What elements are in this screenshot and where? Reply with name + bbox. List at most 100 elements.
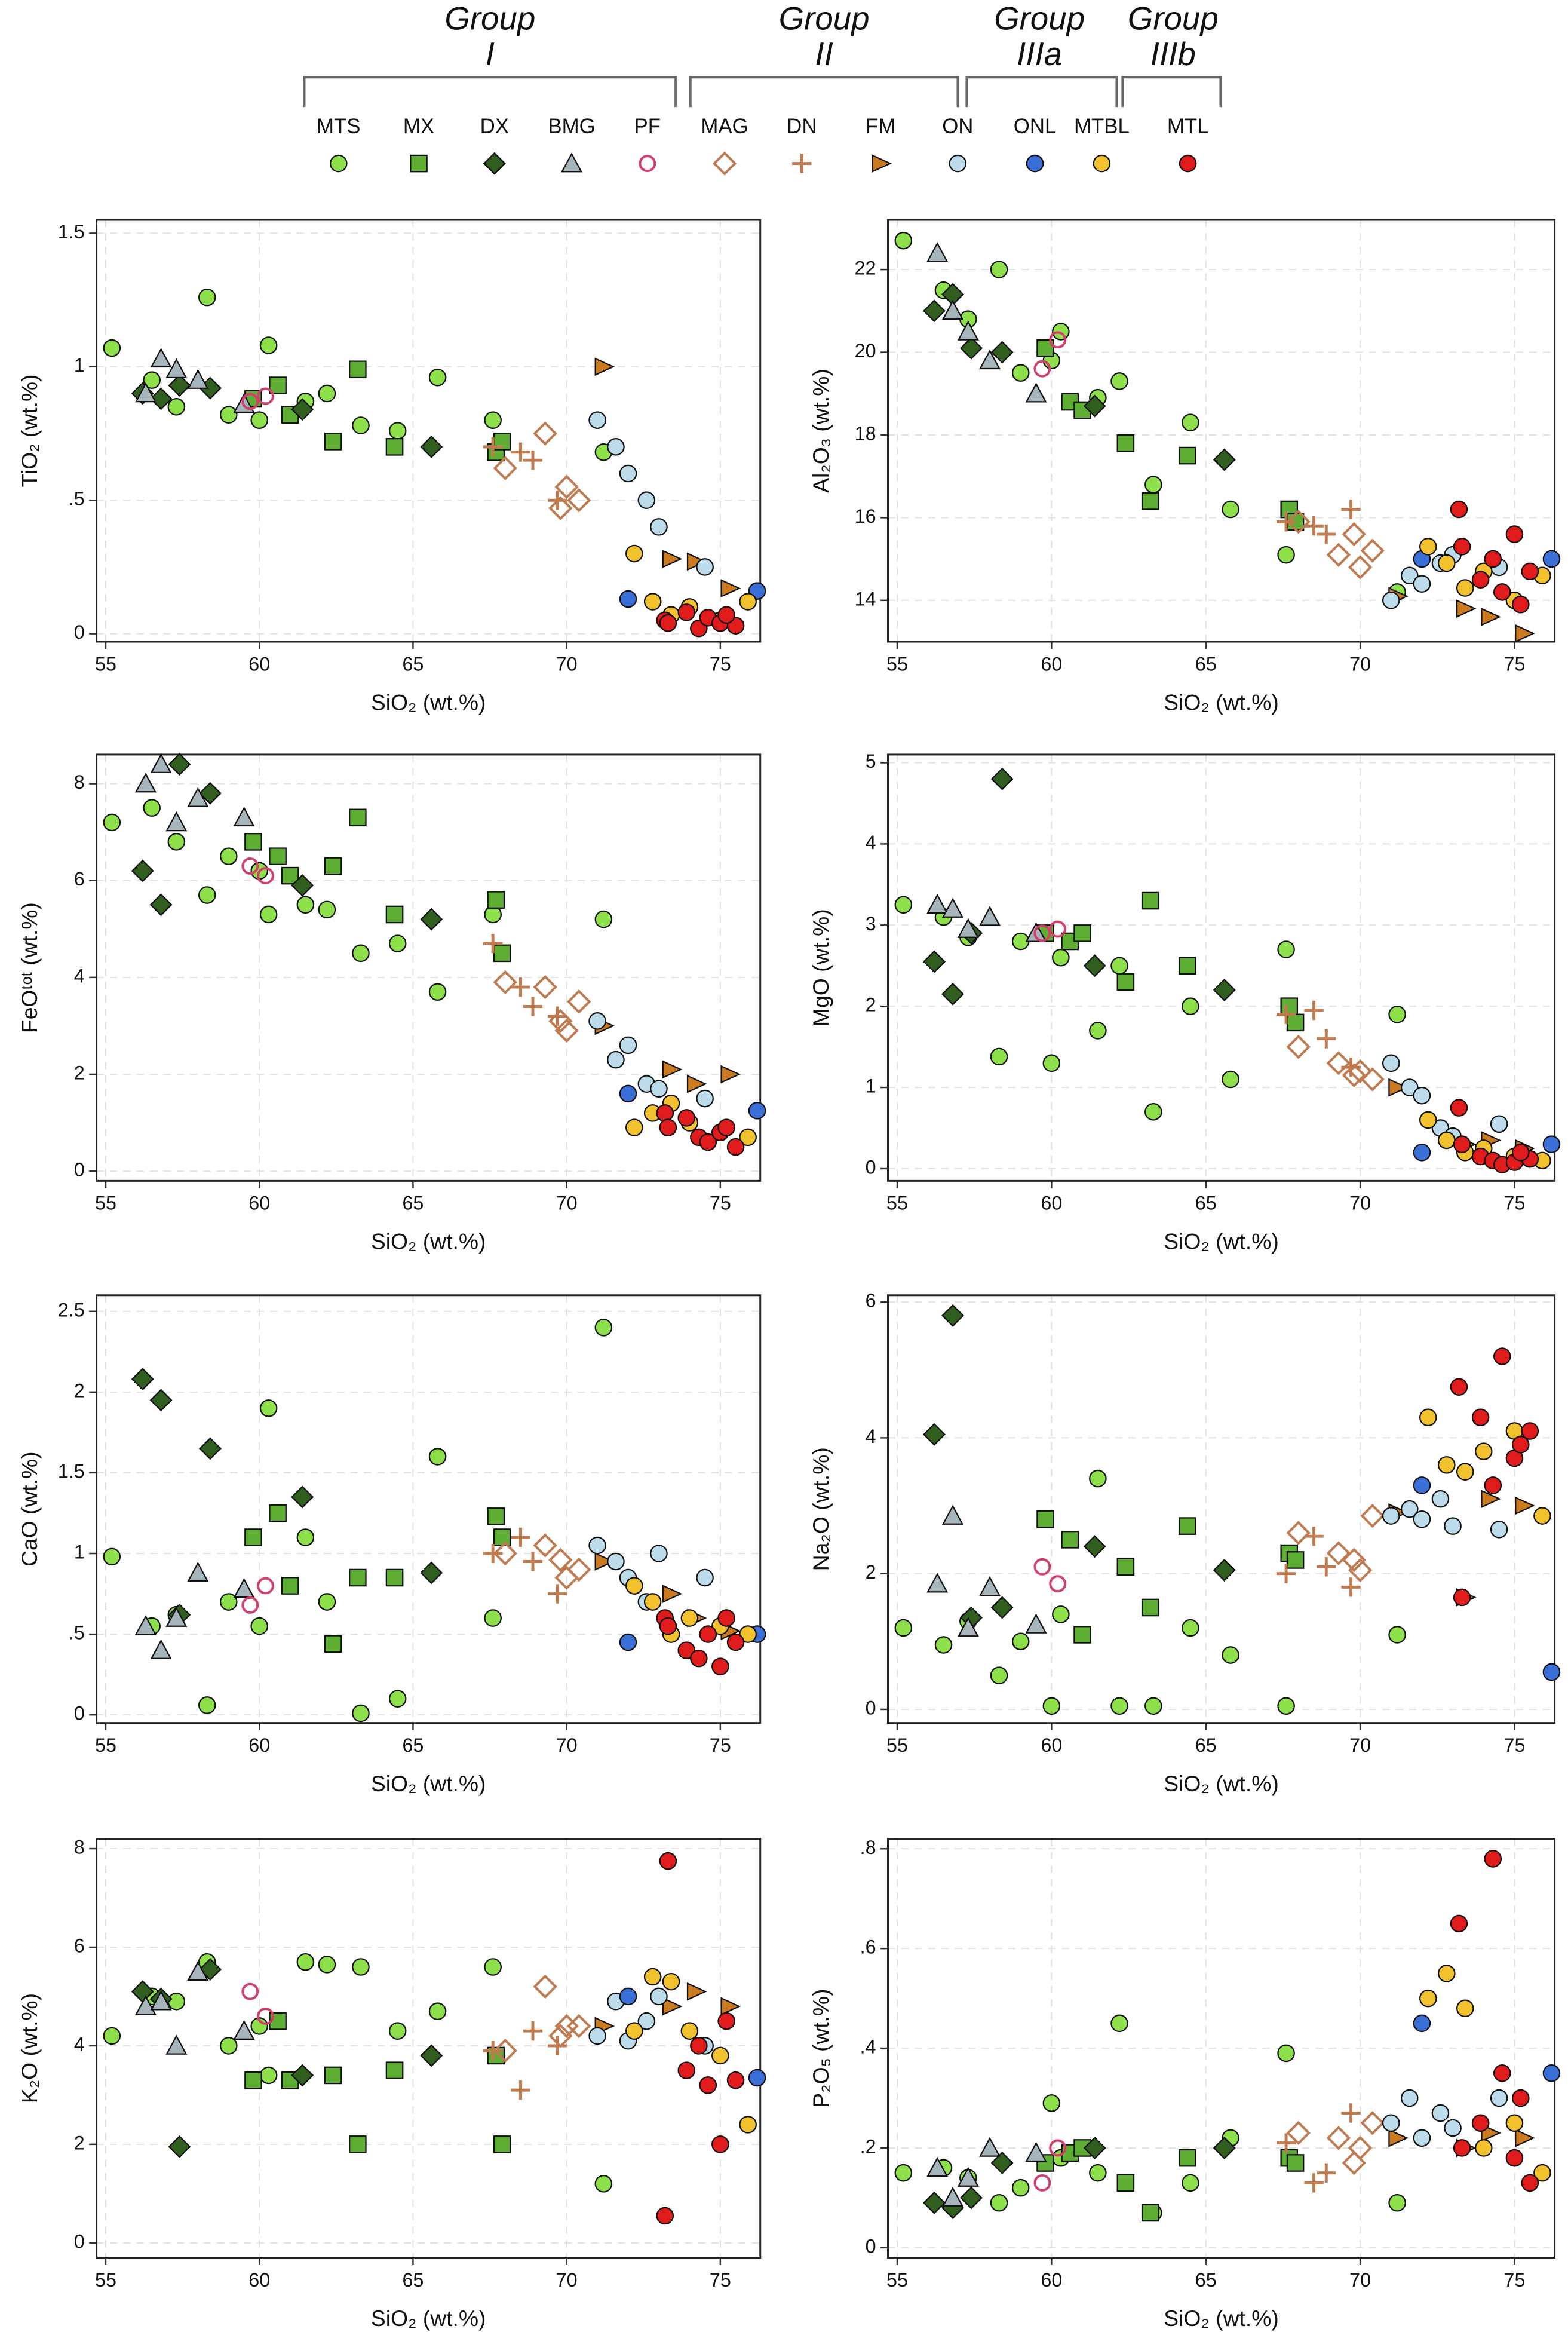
y-tick-label: 5 [866, 750, 876, 772]
data-point [1182, 997, 1199, 1015]
legend-label: MTL [1167, 115, 1209, 138]
y-tick-label: 20 [855, 340, 876, 361]
data-point [385, 905, 404, 924]
data-point [1011, 364, 1030, 382]
data-point [349, 2135, 367, 2153]
data-point [1144, 1697, 1162, 1715]
y-tick-label: 0 [866, 1697, 876, 1718]
data-point [1342, 1063, 1366, 1087]
y-tick-label: 2 [74, 2132, 85, 2153]
x-tick-label: 55 [95, 1735, 116, 1756]
data-point [493, 1541, 517, 1566]
x-axis-label: SiO₂ (wt.%) [371, 2306, 486, 2331]
data-point [352, 416, 370, 434]
data-point [493, 1528, 511, 1546]
data-point [923, 2191, 946, 2214]
y-axis-label: K₂O (wt.%) [17, 1993, 42, 2103]
group-bracket [689, 76, 959, 108]
y-axis-label: TiO₂ (wt.%) [17, 375, 42, 488]
data-point [957, 1617, 979, 1637]
data-point [726, 1138, 745, 1156]
data-point [1277, 1697, 1295, 1715]
x-tick-label: 65 [1195, 1735, 1217, 1756]
data-point [625, 544, 643, 563]
data-point [926, 2156, 949, 2177]
x-tick-label: 60 [248, 1735, 270, 1756]
data-point [1413, 1510, 1431, 1528]
legend-marker [639, 155, 656, 173]
data-point [1049, 331, 1067, 349]
data-point [1222, 1646, 1239, 1664]
data-point [167, 1992, 186, 2011]
data-point [103, 1547, 121, 1566]
data-point [643, 593, 662, 611]
y-axis-label: Al₂O₃ (wt.%) [808, 369, 833, 493]
data-point [269, 1504, 287, 1522]
x-tick-label: 65 [1195, 653, 1217, 675]
data-point [1474, 1442, 1493, 1460]
y-tick-label: 4 [74, 965, 85, 986]
data-point [219, 847, 238, 865]
y-tick-label: 0 [866, 1157, 876, 1178]
data-point [324, 2066, 342, 2085]
data-point [1342, 522, 1366, 547]
data-point [662, 1997, 683, 2016]
y-tick-label: 3 [866, 913, 876, 934]
y-tick-label: 2.5 [58, 1299, 85, 1320]
data-point [650, 1080, 668, 1098]
data-point [1521, 562, 1539, 581]
y-tick-label: 14 [855, 588, 876, 609]
data-point [1304, 2173, 1324, 2193]
data-point [686, 1982, 707, 2001]
x-axis-label: SiO₂ (wt.%) [1164, 1229, 1279, 1254]
data-point [318, 1593, 336, 1611]
data-point [511, 2080, 530, 2100]
data-point [487, 891, 505, 909]
data-point [143, 371, 161, 389]
data-point [554, 474, 579, 500]
data-point [1042, 1054, 1061, 1072]
data-point [241, 1596, 259, 1614]
data-point [420, 435, 443, 458]
data-point [1456, 599, 1477, 618]
data-point [643, 1593, 662, 1611]
data-point [1471, 1408, 1490, 1427]
y-tick-label: .8 [860, 1837, 876, 1858]
data-point [941, 1304, 965, 1327]
y-tick-label: 2 [74, 1062, 85, 1084]
data-point [1481, 1490, 1501, 1509]
data-point [165, 2034, 188, 2055]
data-point [1049, 1575, 1067, 1593]
data-point [1276, 512, 1296, 532]
data-point [594, 1319, 613, 1337]
data-point [291, 2064, 314, 2087]
data-point [198, 1958, 222, 1981]
data-point [594, 2175, 613, 2193]
y-axis-label: CaO (wt.%) [17, 1451, 42, 1567]
plot-frame [96, 219, 762, 643]
data-point [1413, 1144, 1431, 1162]
x-axis-label: SiO₂ (wt.%) [1164, 690, 1279, 715]
data-point [244, 1528, 262, 1546]
x-tick-label: 55 [886, 2269, 908, 2291]
data-point [594, 910, 613, 928]
x-tick-label: 75 [1503, 1193, 1525, 1214]
y-tick-label: 18 [855, 422, 876, 444]
y-tick-label: 1.5 [58, 1460, 85, 1482]
group-label: I [486, 35, 495, 72]
data-point [484, 411, 502, 429]
data-point [511, 1527, 530, 1547]
x-axis-label: SiO₂ (wt.%) [371, 1229, 486, 1254]
y-tick-label: 16 [855, 505, 876, 527]
data-point [1083, 954, 1106, 977]
legend-marker [1179, 154, 1197, 173]
data-point [1286, 510, 1311, 534]
data-point [1342, 2150, 1366, 2175]
data-point [548, 1547, 573, 1573]
legend-marker [410, 154, 428, 173]
data-point [219, 406, 238, 424]
data-point [711, 2046, 729, 2065]
legend-label: MAG [701, 115, 748, 138]
data-point [1437, 554, 1456, 572]
data-point [1317, 1029, 1336, 1049]
